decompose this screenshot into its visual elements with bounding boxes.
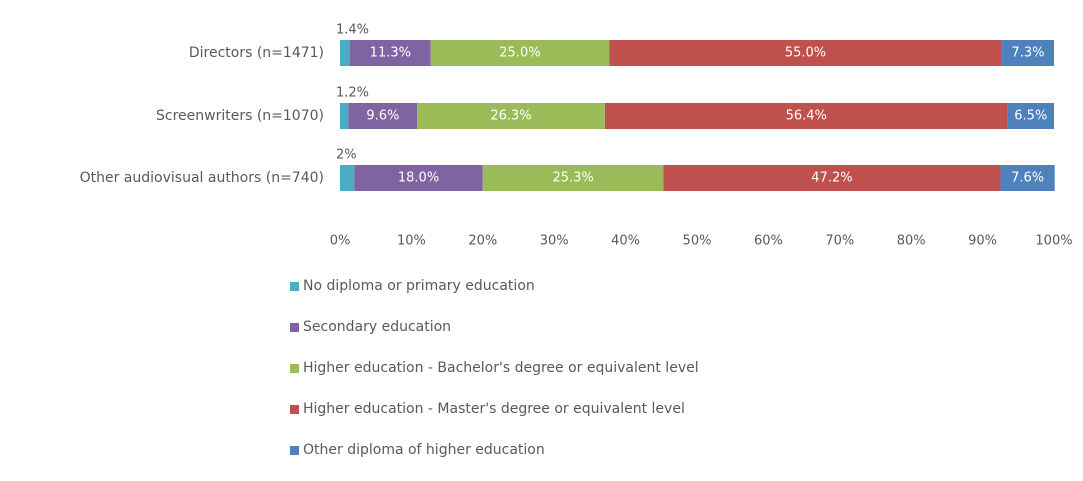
legend-label: No diploma or primary education	[303, 278, 535, 294]
bar-segment	[340, 40, 350, 66]
stacked-bar-chart: Directors (n=1471) Screenwriters (n=1070)…	[80, 23, 1073, 249]
data-label: 2%	[336, 148, 357, 163]
data-labels: 1.4%11.3% 25.0% 55.0% 7.3% 1.2% 9.6% 26.3% 56.4…	[336, 23, 1047, 186]
legend-swatch	[290, 281, 299, 291]
bar-segment	[430, 40, 610, 66]
x-tick-label: 20%	[468, 234, 497, 249]
data-label: 6.5%	[1014, 109, 1047, 124]
legend-item: Higher education - Bachelor's degree or …	[290, 358, 699, 378]
legend-item: Other diploma of higher education	[290, 440, 699, 460]
legend-label: Other diploma of higher education	[303, 442, 545, 458]
bar-segment	[1007, 103, 1054, 129]
x-tick-label: 60%	[754, 234, 783, 249]
data-label: 18.0%	[398, 171, 439, 186]
category-label: Screenwriters (n=1070)	[156, 108, 324, 124]
data-label: 7.3%	[1011, 46, 1044, 61]
bar-segment	[348, 103, 418, 129]
bar-segment	[354, 165, 483, 191]
bar-segment	[604, 103, 1008, 129]
data-label: 55.0%	[785, 46, 826, 61]
legend-item: Higher education - Master's degree or eq…	[290, 399, 699, 419]
data-label: 47.2%	[811, 171, 852, 186]
data-label: 7.6%	[1011, 171, 1044, 186]
bar-segment	[340, 103, 349, 129]
x-tick-label: 30%	[540, 234, 569, 249]
legend-swatch	[290, 322, 299, 332]
bar-segment	[663, 165, 1001, 191]
legend-item: No diploma or primary education	[290, 276, 699, 296]
x-tick-label: 100%	[1035, 234, 1072, 249]
bar-segment	[482, 165, 664, 191]
legend-label: Higher education - Bachelor's degree or …	[303, 360, 699, 376]
bar-segment	[1000, 165, 1055, 191]
category-label: Directors (n=1471)	[189, 45, 324, 61]
legend-item: Secondary education	[290, 317, 699, 337]
x-tick-label: 70%	[825, 234, 854, 249]
legend-swatch	[290, 404, 299, 414]
legend-swatch	[290, 363, 299, 373]
data-label: 56.4%	[786, 109, 827, 124]
legend-label: Secondary education	[303, 319, 452, 335]
bar-segment	[340, 165, 355, 191]
x-tick-label: 80%	[897, 234, 926, 249]
legend: No diploma or primary education Secondary…	[290, 276, 699, 481]
data-label: 1.4%	[336, 23, 369, 38]
data-label: 25.0%	[499, 46, 540, 61]
bar-segment	[609, 40, 1002, 66]
x-tick-label: 90%	[968, 234, 997, 249]
bar-segment	[1001, 40, 1054, 66]
x-axis-ticks: 0% 10% 20% 30% 40% 50% 60% 70% 80% 90% 100%	[330, 234, 1073, 249]
x-tick-label: 50%	[683, 234, 712, 249]
bar-segment	[417, 103, 605, 129]
bars	[340, 40, 1055, 191]
bar-segment	[349, 40, 431, 66]
category-labels: Directors (n=1471) Screenwriters (n=1070)…	[80, 45, 324, 186]
x-tick-label: 10%	[397, 234, 426, 249]
data-label: 11.3%	[370, 46, 411, 61]
legend-label: Higher education - Master's degree or eq…	[303, 401, 685, 417]
category-label: Other audiovisual authors (n=740)	[80, 170, 324, 186]
x-tick-label: 0%	[330, 234, 351, 249]
data-label: 25.3%	[552, 171, 593, 186]
data-label: 9.6%	[366, 109, 399, 124]
legend-swatch	[290, 445, 299, 455]
x-tick-label: 40%	[611, 234, 640, 249]
data-label: 1.2%	[336, 86, 369, 101]
data-label: 26.3%	[490, 109, 531, 124]
